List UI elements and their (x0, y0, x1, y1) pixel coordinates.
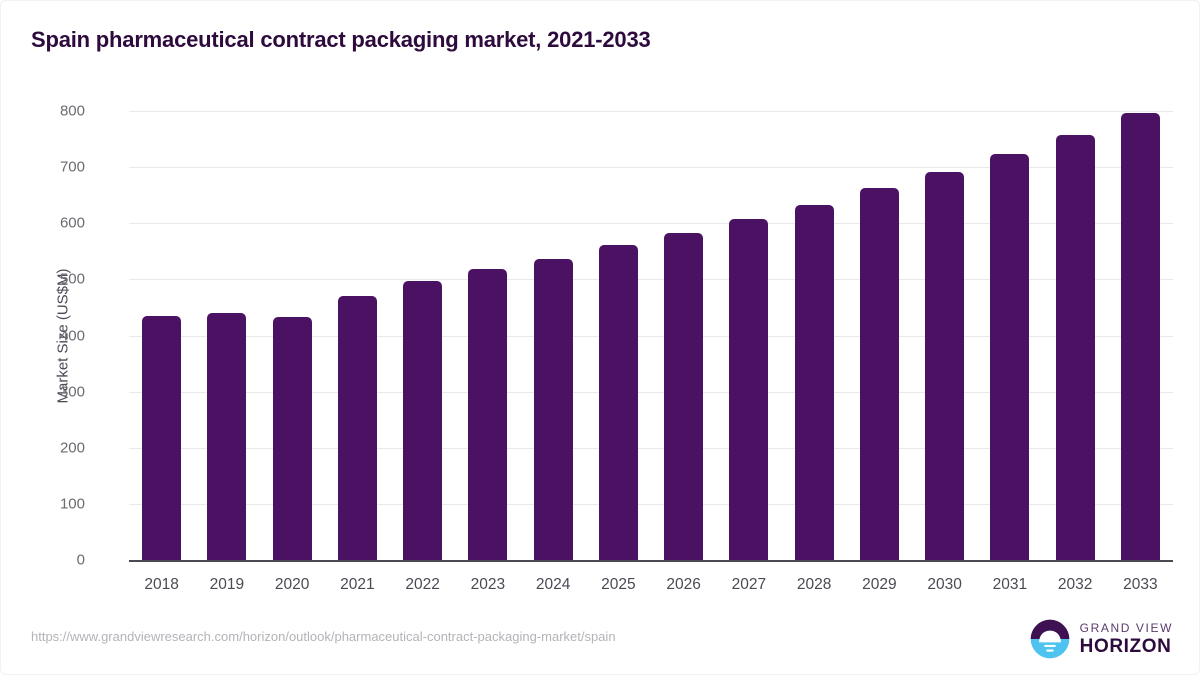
bar-column[interactable] (1120, 111, 1160, 560)
bar[interactable] (403, 281, 443, 560)
plot-area: Market Size (US$M) 0 100 200 300 400 500 600 70… (55, 103, 1173, 593)
gridline (129, 335, 1173, 337)
bar[interactable] (272, 316, 312, 560)
x-tick-label: 2032 (1057, 576, 1093, 593)
x-tick-label: 2018 (144, 576, 179, 593)
x-tick-label: 2019 (209, 576, 245, 593)
bar-column[interactable] (142, 111, 182, 560)
y-tick-label: 600 (59, 214, 85, 232)
horizon-globe-icon (1030, 619, 1069, 659)
bar-column[interactable] (729, 111, 769, 560)
bar[interactable] (1055, 134, 1095, 560)
x-tick-label: 2028 (796, 576, 832, 593)
bar[interactable] (533, 258, 573, 560)
y-tick-label: 0 (76, 551, 85, 569)
x-tick-label: 2030 (927, 576, 962, 593)
y-tick-label: 100 (59, 495, 85, 513)
logo-text: GRAND VIEW HORIZON (1080, 622, 1173, 656)
logo-line-horizon: HORIZON (1079, 636, 1172, 657)
bar[interactable] (664, 233, 704, 560)
x-tick-label: 2033 (1123, 576, 1158, 593)
bar-column[interactable] (337, 111, 377, 560)
bar-column[interactable] (403, 111, 443, 560)
bar[interactable] (142, 316, 182, 560)
bar-column[interactable] (1055, 111, 1095, 560)
gridline (129, 111, 1173, 112)
grand-view-horizon-logo[interactable]: GRAND VIEW HORIZON (1029, 618, 1173, 660)
bar-column[interactable] (598, 111, 638, 560)
bar[interactable] (468, 269, 508, 560)
bar[interactable] (859, 187, 899, 560)
bar[interactable] (729, 219, 769, 560)
bar[interactable] (990, 153, 1030, 560)
x-tick-label: 2025 (601, 576, 636, 593)
bar-column[interactable] (990, 111, 1030, 560)
logo-line-grand-view: GRAND VIEW (1079, 621, 1173, 635)
bar[interactable] (1120, 113, 1160, 560)
bar-column[interactable] (664, 111, 704, 560)
gridline (129, 391, 1173, 393)
y-tick-label: 300 (59, 383, 85, 401)
x-tick-label: 2029 (862, 576, 897, 593)
y-tick-label: 700 (59, 158, 85, 176)
x-tick-label: 2031 (992, 576, 1028, 593)
x-tick-label: 2020 (274, 576, 310, 593)
bar[interactable] (598, 245, 638, 560)
gridline (129, 279, 1173, 281)
bar-column[interactable] (272, 111, 312, 560)
gridline (129, 503, 1173, 505)
page-title: Spain pharmaceutical contract packaging … (31, 27, 651, 52)
y-tick-label: 200 (59, 439, 85, 457)
source-url[interactable]: https://www.grandviewresearch.com/horizo… (31, 629, 616, 644)
bar-column[interactable] (794, 111, 834, 560)
x-tick-label: 2022 (405, 576, 440, 593)
y-tick-label: 500 (59, 270, 85, 288)
gridline (129, 167, 1173, 169)
x-tick-label: 2024 (535, 576, 571, 593)
bar[interactable] (207, 313, 247, 560)
x-tick-label: 2023 (470, 576, 506, 593)
x-tick-label: 2027 (731, 576, 767, 593)
bar[interactable] (925, 171, 965, 560)
y-tick-label: 800 (59, 102, 85, 120)
bar[interactable] (337, 296, 377, 560)
bar-column[interactable] (533, 111, 573, 560)
gridline (129, 447, 1173, 449)
bar-column[interactable] (925, 111, 965, 560)
x-tick-label: 2026 (666, 576, 701, 593)
bar-column[interactable] (468, 111, 508, 560)
x-axis-line (129, 560, 1173, 562)
x-tick-label: 2021 (340, 576, 375, 593)
bar-column[interactable] (207, 111, 247, 560)
bar-column[interactable] (859, 111, 899, 560)
gridline (129, 223, 1173, 225)
bar[interactable] (794, 204, 834, 560)
y-tick-label: 400 (59, 327, 85, 344)
